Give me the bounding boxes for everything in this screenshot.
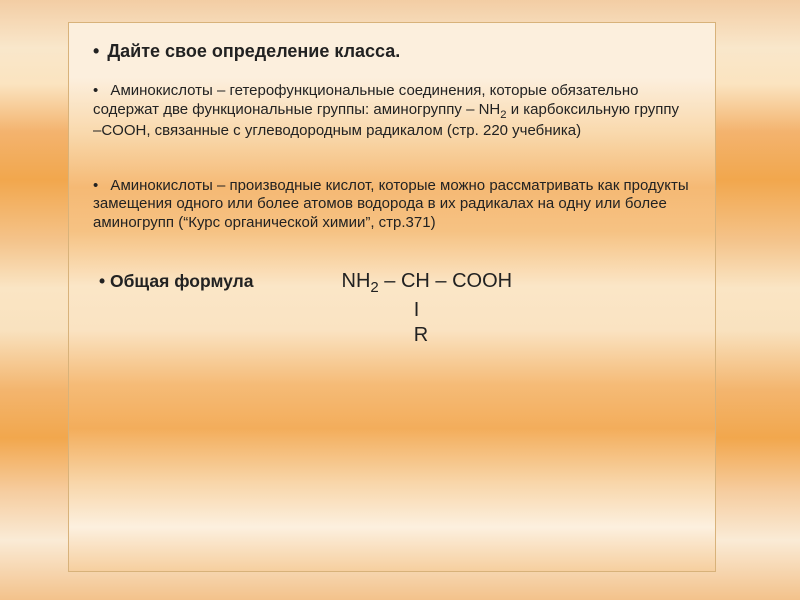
paragraph-definition-2: • Аминокислоты – производные кислот, кот… [93,177,691,233]
paragraph-definition-1: • Аминокислоты – гетерофункциональные со… [93,82,691,141]
bullet-icon: • [93,41,107,62]
formula-line2: I [342,299,420,321]
formula-row: • Общая формула NH2 – CH – COOH I R [93,269,691,348]
heading-text: Дайте свое определение класса. [107,41,400,62]
formula-label-text: Общая формула [105,271,253,291]
formula-line1-sub: 2 [370,279,378,296]
heading-row: • Дайте свое определение класса. [93,41,691,62]
info-card: • Дайте свое определение класса. • Амино… [68,22,716,572]
chemical-formula: NH2 – CH – COOH I R [342,269,513,348]
formula-line1-a: NH [342,270,371,292]
formula-label: • Общая формула [93,269,254,292]
para2-text: Аминокислоты – производные кислот, котор… [93,177,689,232]
bullet-icon: • [93,177,106,194]
formula-line3: R [342,324,429,346]
formula-line1-b: – CH – COOH [379,270,512,292]
bullet-icon: • [93,82,106,99]
